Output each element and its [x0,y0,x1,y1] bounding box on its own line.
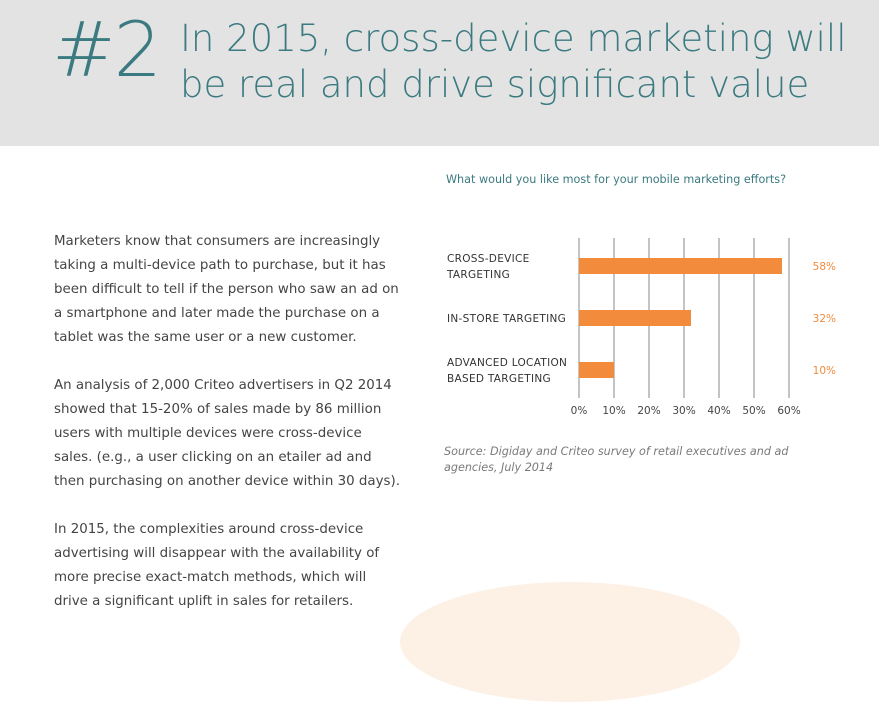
x-tick-label: 10% [602,405,625,417]
decorative-circle [400,582,740,702]
x-tick-label: 0% [571,405,588,417]
page-title-line-1: In 2015, cross-device marketing will [180,17,847,60]
chart-title: What would you like most for your mobile… [446,173,787,186]
value-label: 58% [813,261,836,273]
bar-chart: 0% 10% 20% 30% 40% 50% 60% CROSS-DEVICE TARGETIN… [446,238,836,417]
page-title: In 2015, cross-device marketing will be … [180,16,870,108]
x-tick-label: 60% [777,405,800,417]
bar [579,310,691,326]
bar [579,362,614,378]
header-banner: #2 In 2015, cross-device marketing will … [0,0,879,146]
source-note: Source: Digiday and Criteo survey of ret… [444,445,789,474]
category-label: BASED TARGETING [447,373,551,385]
paragraph-3: In 2015, the complexities around cross-d… [54,522,380,609]
category-label: ADVANCED LOCATION [447,357,567,369]
paragraph-2: An analysis of 2,000 Criteo advertisers … [54,378,400,489]
category-label: CROSS-DEVICE [447,253,530,265]
category-label: TARGETING [446,269,510,281]
x-tick-label: 20% [637,405,660,417]
paragraph-1: Marketers know that consumers are increa… [54,234,399,345]
bar [579,258,782,274]
value-label: 32% [813,313,836,325]
category-label: IN-STORE TARGETING [447,313,566,325]
page-title-line-2: be real and drive significant value [180,63,810,106]
body-text: Marketers know that consumers are increa… [54,230,404,638]
section-number: #2 [52,5,162,94]
value-label: 10% [813,365,836,377]
x-tick-label: 50% [742,405,765,417]
x-tick-label: 40% [707,405,730,417]
x-tick-label: 30% [672,405,695,417]
